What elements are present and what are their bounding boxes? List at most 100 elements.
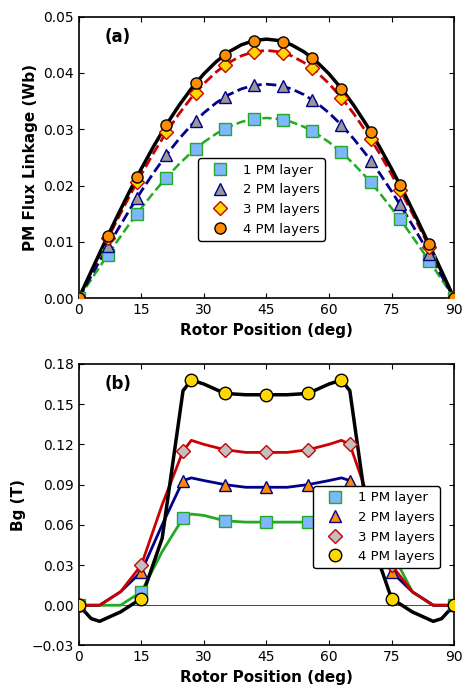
2 PM layers <box>193 117 199 125</box>
Line: 4 PM layers: 4 PM layers <box>73 35 460 303</box>
Y-axis label: Bg (T): Bg (T) <box>11 479 26 530</box>
1 PM layer <box>426 257 432 265</box>
3 PM layers <box>105 234 111 242</box>
3 PM layers <box>280 49 286 57</box>
Line: 1 PM layer: 1 PM layer <box>73 113 460 303</box>
Line: 2 PM layers: 2 PM layers <box>73 475 460 611</box>
4 PM layers <box>338 84 344 93</box>
3 PM layers <box>251 47 257 56</box>
4 PM layers <box>310 54 315 62</box>
2 PM layers <box>264 483 269 491</box>
2 PM layers <box>251 81 257 90</box>
3 PM layers <box>134 177 140 186</box>
4 PM layers <box>368 127 374 136</box>
1 PM layer <box>76 601 82 610</box>
1 PM layer <box>180 514 186 522</box>
4 PM layers <box>305 389 311 397</box>
2 PM layers <box>105 242 111 251</box>
3 PM layers <box>426 242 432 251</box>
4 PM layers <box>138 594 144 603</box>
2 PM layers <box>451 601 457 610</box>
2 PM layers <box>338 121 344 129</box>
4 PM layers <box>105 231 111 239</box>
3 PM layers <box>138 561 144 569</box>
4 PM layers <box>222 389 228 397</box>
3 PM layers <box>76 294 82 302</box>
4 PM layers <box>76 294 82 302</box>
Y-axis label: PM Flux Linkage (Wb): PM Flux Linkage (Wb) <box>23 64 37 251</box>
4 PM layers <box>264 390 269 399</box>
Text: (a): (a) <box>105 28 131 46</box>
1 PM layer <box>164 173 169 182</box>
2 PM layers <box>310 95 315 104</box>
4 PM layers <box>193 79 199 88</box>
3 PM layers <box>76 601 82 610</box>
4 PM layers <box>426 240 432 248</box>
1 PM layer <box>280 116 286 124</box>
X-axis label: Rotor Position (deg): Rotor Position (deg) <box>180 322 353 338</box>
Line: 3 PM layers: 3 PM layers <box>74 47 459 303</box>
Line: 4 PM layers: 4 PM layers <box>73 374 460 612</box>
2 PM layers <box>76 294 82 302</box>
4 PM layers <box>389 594 394 603</box>
3 PM layers <box>389 561 394 569</box>
3 PM layers <box>451 294 457 302</box>
4 PM layers <box>189 376 194 384</box>
1 PM layer <box>338 148 344 157</box>
3 PM layers <box>164 128 169 136</box>
2 PM layers <box>180 476 186 484</box>
3 PM layers <box>305 445 311 454</box>
2 PM layers <box>280 82 286 90</box>
1 PM layer <box>310 127 315 135</box>
2 PM layers <box>164 151 169 159</box>
4 PM layers <box>397 180 403 189</box>
2 PM layers <box>134 193 140 202</box>
2 PM layers <box>397 200 403 209</box>
1 PM layer <box>105 251 111 259</box>
1 PM layer <box>368 178 374 187</box>
1 PM layer <box>138 587 144 596</box>
2 PM layers <box>222 93 228 101</box>
1 PM layer <box>264 518 269 526</box>
2 PM layers <box>305 480 311 489</box>
2 PM layers <box>222 480 228 489</box>
Legend: 1 PM layer, 2 PM layers, 3 PM layers, 4 PM layers: 1 PM layer, 2 PM layers, 3 PM layers, 4 … <box>198 159 325 241</box>
2 PM layers <box>138 567 144 576</box>
Line: 1 PM layer: 1 PM layer <box>73 509 460 611</box>
4 PM layers <box>251 36 257 45</box>
3 PM layers <box>397 185 403 193</box>
4 PM layers <box>280 38 286 46</box>
1 PM layer <box>193 145 199 153</box>
3 PM layers <box>347 440 353 448</box>
1 PM layer <box>76 294 82 302</box>
1 PM layer <box>347 510 353 519</box>
3 PM layers <box>180 447 186 455</box>
1 PM layer <box>222 516 228 525</box>
2 PM layers <box>451 294 457 302</box>
3 PM layers <box>310 64 315 72</box>
4 PM layers <box>338 376 344 384</box>
4 PM layers <box>76 601 82 610</box>
3 PM layers <box>222 61 228 70</box>
Line: 3 PM layers: 3 PM layers <box>74 439 459 610</box>
1 PM layer <box>389 548 394 556</box>
2 PM layers <box>368 157 374 165</box>
2 PM layers <box>426 249 432 258</box>
1 PM layer <box>305 518 311 526</box>
Line: 2 PM layers: 2 PM layers <box>73 80 460 303</box>
3 PM layers <box>451 601 457 610</box>
1 PM layer <box>251 115 257 123</box>
2 PM layers <box>347 476 353 484</box>
1 PM layer <box>134 209 140 218</box>
3 PM layers <box>193 88 199 97</box>
Text: (b): (b) <box>105 375 132 393</box>
X-axis label: Rotor Position (deg): Rotor Position (deg) <box>180 670 353 685</box>
3 PM layers <box>264 448 269 457</box>
3 PM layers <box>368 135 374 143</box>
1 PM layer <box>451 294 457 302</box>
Legend: 1 PM layer, 2 PM layers, 3 PM layers, 4 PM layers: 1 PM layer, 2 PM layers, 3 PM layers, 4 … <box>313 486 440 569</box>
2 PM layers <box>76 601 82 610</box>
4 PM layers <box>451 601 457 610</box>
2 PM layers <box>389 567 394 576</box>
3 PM layers <box>222 445 228 454</box>
